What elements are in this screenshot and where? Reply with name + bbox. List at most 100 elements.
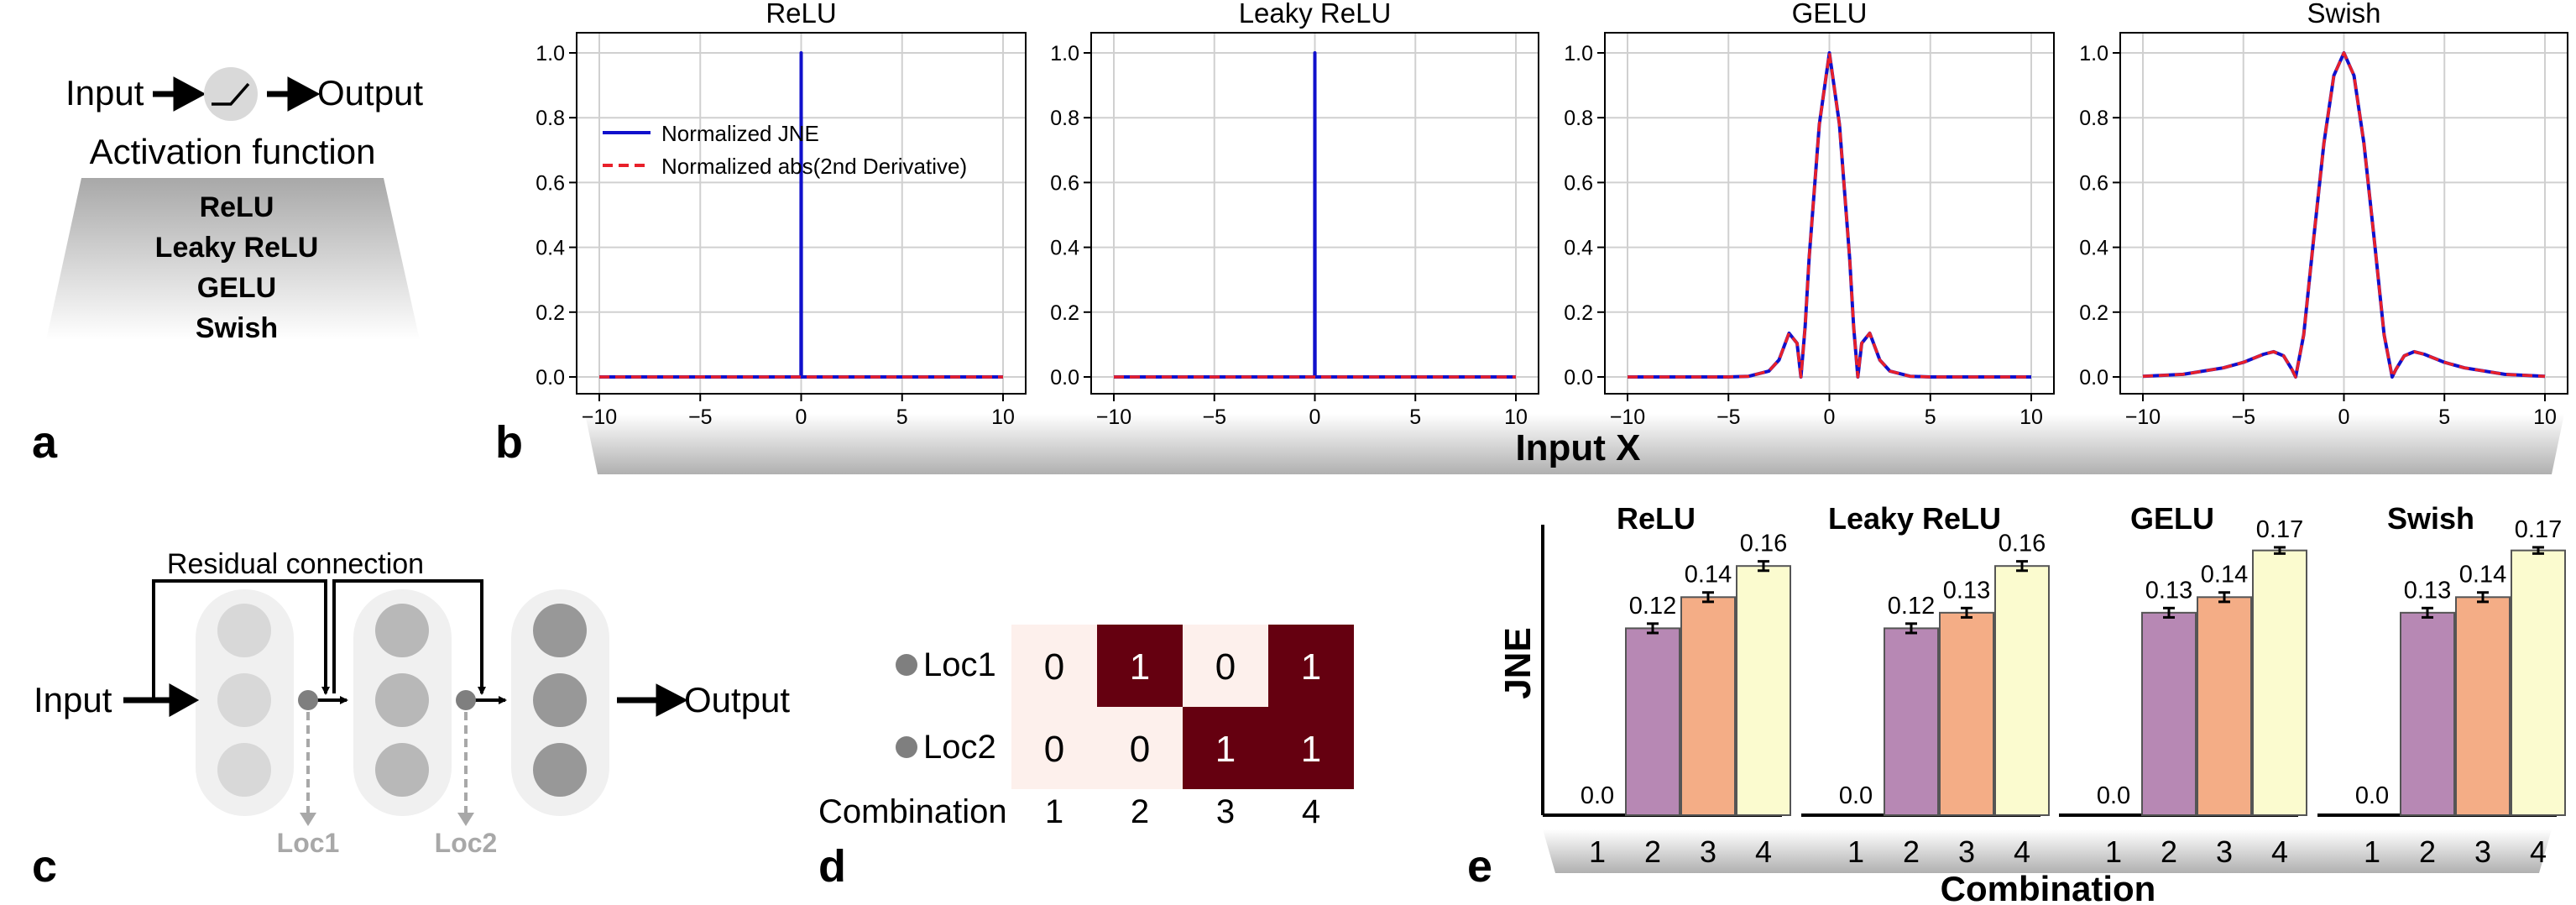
combination-tick-label: 1 bbox=[1589, 834, 1606, 869]
chart-title: GELU bbox=[1792, 0, 1868, 29]
y-tick-label: 0.8 bbox=[2079, 107, 2108, 130]
input-label: Input bbox=[34, 680, 112, 719]
output-label: Output bbox=[317, 73, 423, 112]
neuron bbox=[533, 604, 587, 657]
y-tick-label: 1.0 bbox=[1564, 42, 1593, 65]
combination-tick-label: 2 bbox=[2161, 834, 2177, 869]
heatmap-cell-value: 0 bbox=[1130, 729, 1150, 770]
bar bbox=[2141, 611, 2197, 816]
bar-value-label: 0.13 bbox=[2404, 577, 2451, 604]
bar bbox=[2252, 549, 2307, 817]
activation-node bbox=[204, 67, 258, 121]
y-tick-label: 0.4 bbox=[536, 237, 565, 260]
bar bbox=[1994, 565, 2050, 816]
x-tick-label: 5 bbox=[896, 405, 908, 429]
combination-tick-label: 3 bbox=[1700, 834, 1716, 869]
loc2-marker bbox=[896, 736, 917, 758]
plot-frame bbox=[1090, 32, 1539, 395]
neuron bbox=[217, 743, 271, 797]
heatmap-cell-value: 1 bbox=[1215, 729, 1236, 770]
heatmap-cell bbox=[1011, 625, 1097, 707]
y-tick-label: 1.0 bbox=[2079, 42, 2108, 65]
bar bbox=[1736, 565, 1791, 816]
bar bbox=[1680, 596, 1736, 816]
chart-title: Swish bbox=[2307, 0, 2380, 29]
heatmap-cell-value: 0 bbox=[1215, 646, 1236, 688]
bar-chart: Leaky ReLU 0.0 1 0.12 2 0.13 3 0.16 4 bbox=[1801, 501, 2050, 869]
combination-tick-label: 1 bbox=[1045, 793, 1063, 830]
line-chart: −10 −5 0 5 10 0.0 0.2 0.4 0.6 0.8 1.0 ReLU bbox=[536, 0, 1027, 429]
y-tick-label: 1.0 bbox=[536, 42, 565, 65]
line-chart: −10 −5 0 5 10 0.0 0.2 0.4 0.6 0.8 1.0 GELU bbox=[1564, 0, 2055, 429]
panel-label-c: c bbox=[32, 841, 57, 892]
combination-tick-label: 3 bbox=[2474, 834, 2491, 869]
combination-tick-label: 4 bbox=[2530, 834, 2547, 869]
x-tick-label: 0 bbox=[1824, 405, 1836, 429]
bar-value-label: 0.14 bbox=[2201, 562, 2248, 589]
bar-value-label: 0.16 bbox=[1740, 531, 1787, 557]
plot-frame bbox=[2119, 32, 2568, 395]
heatmap-cell bbox=[1183, 707, 1268, 789]
plot-frame bbox=[576, 32, 1027, 395]
y-tick-label: 0.4 bbox=[1050, 237, 1079, 260]
x-tick-label: 5 bbox=[2438, 405, 2450, 429]
panel-e-xlabel: Combination bbox=[1941, 869, 2156, 905]
panel-label-d: d bbox=[818, 841, 846, 892]
residual-connection-2 bbox=[332, 579, 486, 695]
y-tick-label: 0.0 bbox=[2079, 366, 2108, 390]
x-tick-label: −5 bbox=[1716, 405, 1741, 429]
input-label: Input bbox=[65, 73, 144, 112]
panel-b-xlabel: Input X bbox=[1515, 427, 1640, 468]
bar-value-label: 0.13 bbox=[2145, 577, 2192, 604]
y-tick-label: 0.6 bbox=[2079, 171, 2108, 195]
heatmap-cell-value: 1 bbox=[1301, 646, 1321, 688]
x-tick-label: −5 bbox=[1202, 405, 1226, 429]
heatmap-cell bbox=[1268, 625, 1354, 707]
combination-tick-label: 3 bbox=[1216, 793, 1235, 830]
input-arrow bbox=[123, 683, 200, 717]
chart-title: Leaky ReLU bbox=[1239, 0, 1392, 29]
bar-value-label: 0.12 bbox=[1629, 593, 1676, 620]
combination-tick-label: 4 bbox=[2271, 834, 2288, 869]
legend-deriv-label: Normalized abs(2nd Derivative) bbox=[661, 154, 967, 179]
bar-value-label: 0.13 bbox=[1943, 577, 1990, 604]
x-tick-label: 10 bbox=[2020, 405, 2043, 429]
x-tick-label: −10 bbox=[1610, 405, 1645, 429]
y-tick-label: 0.6 bbox=[1564, 171, 1593, 195]
y-tick-label: 0.2 bbox=[1050, 301, 1079, 325]
bar-value-label: 0.16 bbox=[1999, 531, 2046, 557]
plot-frame bbox=[1604, 32, 2055, 395]
bar-value-label: 0.12 bbox=[1888, 593, 1935, 620]
bar-charts: ReLU 0.0 1 0.12 2 0.14 3 0.16 4 Leaky ReLU 0.0 1 0.1… bbox=[1541, 501, 2566, 869]
heatmap-cell-value: 0 bbox=[1044, 646, 1064, 688]
legend-jne-label: Normalized JNE bbox=[661, 121, 819, 146]
loc1-arrowhead bbox=[300, 813, 316, 826]
input-arrow bbox=[153, 76, 206, 112]
neuron bbox=[375, 604, 429, 657]
panel-b: Input X b −10 −5 0 5 10 0.0 0.2 0.4 0.6 0.8 1.0 ReL… bbox=[495, 0, 2568, 474]
bar-chart: GELU 0.0 1 0.13 2 0.14 3 0.17 4 bbox=[2059, 501, 2307, 869]
panel-d: 0 1 0 1 0 0 1 1 1 2 3 4 Loc1 Loc2 Combination d bbox=[818, 625, 1354, 892]
x-tick-label: 0 bbox=[2338, 405, 2350, 429]
y-tick-label: 0.8 bbox=[1564, 107, 1593, 130]
loc1-row-label: Loc1 bbox=[923, 646, 996, 683]
panel-a: Input Output Activation function ReLU Le… bbox=[32, 67, 423, 468]
output-arrow bbox=[267, 76, 321, 112]
input-x-band bbox=[585, 414, 2564, 474]
heatmap-cell-value: 1 bbox=[1130, 646, 1150, 688]
combination-tick-label: 1 bbox=[2364, 834, 2380, 869]
derivative-series-line bbox=[1628, 51, 2031, 379]
loc2-row-label: Loc2 bbox=[923, 729, 996, 766]
combination-heatmap: 0 1 0 1 0 0 1 1 1 2 3 4 bbox=[1011, 625, 1354, 830]
x-tick-label: 5 bbox=[1925, 405, 1936, 429]
bar bbox=[1939, 611, 1994, 816]
bar-chart: Swish 0.0 1 0.13 2 0.14 3 0.17 4 bbox=[2317, 501, 2566, 869]
combination-label: Combination bbox=[818, 793, 1007, 830]
line-chart: −10 −5 0 5 10 0.0 0.2 0.4 0.6 0.8 1.0 Swish bbox=[2079, 0, 2568, 429]
activation-caption: Activation function bbox=[90, 132, 376, 171]
panel-e: JNE Combination ReLU0.010.1220.1430.164L… bbox=[1467, 501, 2566, 905]
chart-title: Swish bbox=[2387, 501, 2474, 536]
jne-series-line bbox=[1114, 51, 1516, 379]
combination-tick-label: 3 bbox=[1958, 834, 1975, 869]
bar-value-label: 0.14 bbox=[2459, 562, 2506, 589]
